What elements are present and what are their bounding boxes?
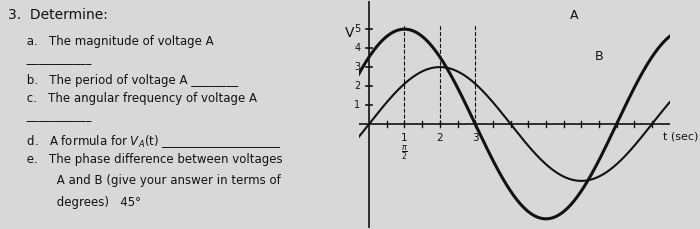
Text: 2: 2 (354, 81, 360, 91)
Text: t (sec): t (sec) (663, 132, 698, 142)
Text: 1: 1 (354, 100, 360, 110)
Text: B: B (594, 50, 603, 63)
Text: 3: 3 (472, 134, 479, 143)
Text: a.   The magnitude of voltage A: a. The magnitude of voltage A (8, 35, 213, 48)
Text: 4: 4 (354, 43, 360, 53)
Text: 5: 5 (354, 24, 360, 34)
Text: $\frac{\pi}{2}$: $\frac{\pi}{2}$ (401, 143, 408, 162)
Text: 3: 3 (354, 62, 360, 72)
Text: d.   A formula for $V_A$(t) ____________________: d. A formula for $V_A$(t) ______________… (8, 133, 281, 150)
Text: 3.  Determine:: 3. Determine: (8, 8, 108, 22)
Text: A and B (give your answer in terms of: A and B (give your answer in terms of (8, 174, 281, 187)
Text: A: A (570, 8, 578, 22)
Text: degrees)   45°: degrees) 45° (8, 196, 141, 210)
Text: e.   The phase difference between voltages: e. The phase difference between voltages (8, 153, 283, 166)
Text: b.   The period of voltage A ________: b. The period of voltage A ________ (8, 74, 238, 87)
Text: c.   The angular frequency of voltage A: c. The angular frequency of voltage A (8, 92, 257, 105)
Text: 1: 1 (401, 134, 408, 143)
Text: ___________: ___________ (8, 51, 91, 64)
Text: ___________: ___________ (8, 108, 91, 121)
Text: 2: 2 (437, 134, 443, 143)
Text: V: V (345, 26, 354, 40)
